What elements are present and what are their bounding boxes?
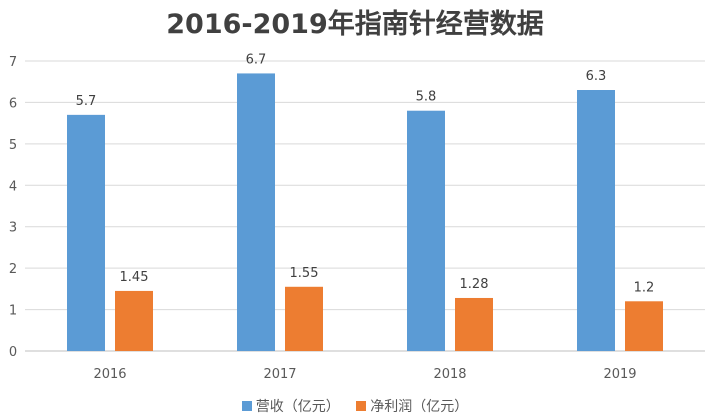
bar-revenue-2017: [237, 73, 275, 351]
data-label: 1.45: [120, 270, 149, 285]
x-tick-label: 2017: [263, 367, 296, 382]
bar-revenue-2016: [67, 114, 105, 351]
bar-net-profit-2018: [455, 297, 493, 351]
y-tick-label: 0: [9, 345, 17, 360]
bar-net-profit-2016: [115, 290, 153, 351]
y-tick-label: 4: [9, 179, 17, 194]
chart-title: 2016-2019年指南针经营数据: [166, 9, 544, 40]
y-tick-label: 7: [9, 55, 17, 70]
data-label: 5.7: [76, 94, 97, 109]
x-tick-label: 2016: [93, 367, 126, 382]
legend-item-net-profit: 净利润（亿元）: [356, 396, 468, 416]
x-tick-label: 2018: [433, 367, 466, 382]
bar-net-profit-2017: [285, 286, 323, 351]
bar-net-profit-2019: [625, 301, 663, 351]
legend: 营收（亿元） 净利润（亿元）: [0, 396, 710, 416]
y-tick-label: 5: [9, 138, 17, 153]
data-label: 6.3: [586, 69, 607, 84]
y-tick-label: 3: [9, 221, 17, 236]
legend-label-revenue: 营收（亿元）: [255, 399, 340, 415]
legend-label-net-profit: 净利润（亿元）: [370, 399, 469, 415]
data-label: 5.8: [416, 90, 437, 105]
x-tick-label: 2019: [603, 367, 636, 382]
legend-item-revenue: 营收（亿元）: [241, 396, 340, 416]
legend-swatch-revenue: [241, 401, 252, 411]
y-tick-label: 2: [9, 262, 17, 277]
data-label: 1.2: [634, 280, 655, 295]
y-tick-label: 1: [9, 304, 17, 319]
data-label: 1.55: [290, 266, 319, 281]
data-label: 1.28: [460, 277, 489, 292]
data-label: 6.7: [246, 52, 267, 67]
bar-revenue-2019: [577, 90, 615, 351]
legend-swatch-net-profit: [356, 401, 367, 411]
y-tick-label: 6: [9, 96, 17, 111]
bar-revenue-2018: [407, 110, 445, 351]
